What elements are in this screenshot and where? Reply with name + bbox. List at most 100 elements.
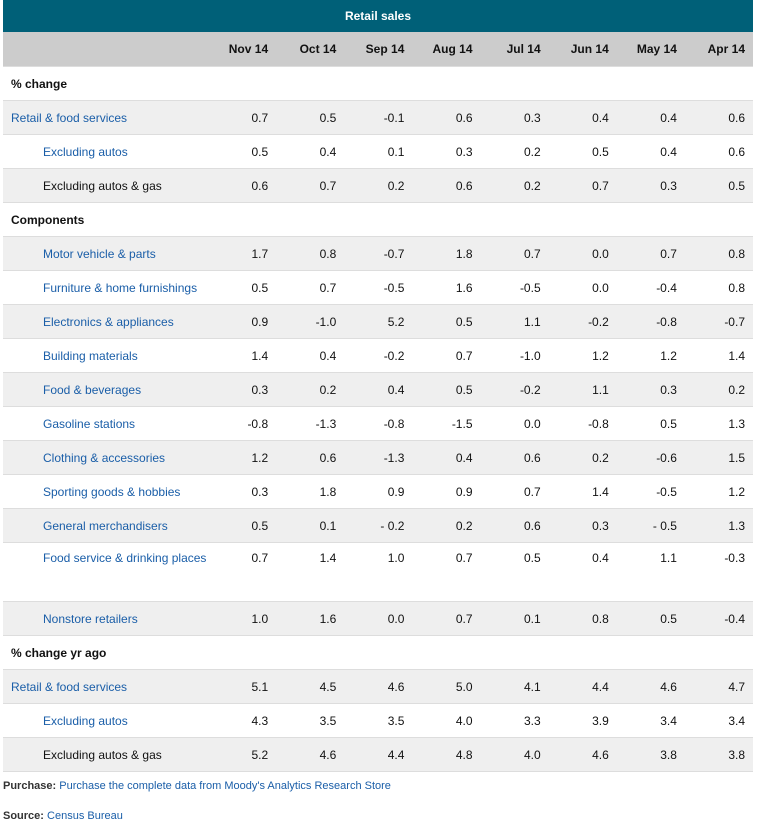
value-cell: 0.8 [684, 270, 753, 305]
row-label-link[interactable]: Food service & drinking places [3, 542, 208, 602]
value-cell: 0.3 [548, 508, 617, 543]
value-cell: 4.6 [616, 669, 685, 704]
value-cell: -0.4 [616, 270, 685, 305]
value-cell: 0.2 [548, 440, 617, 475]
value-cell: 0.7 [208, 100, 277, 135]
source-label: Source: [3, 810, 44, 822]
value-cell: 0.4 [276, 134, 345, 169]
value-cell: 0.5 [208, 270, 277, 305]
row-label-link[interactable]: Furniture & home furnishings [3, 270, 208, 305]
value-cell: -0.2 [548, 304, 617, 339]
column-header: Oct 14 [276, 32, 345, 67]
value-cell: 0.4 [548, 100, 617, 135]
value-cell: 0.7 [480, 474, 549, 509]
value-cell: 0.5 [548, 134, 617, 169]
value-cell: 1.7 [208, 236, 277, 271]
value-cell: 0.2 [684, 372, 753, 407]
row-label-link[interactable]: Motor vehicle & parts [3, 236, 208, 271]
value-cell: 1.2 [684, 474, 753, 509]
value-cell: 3.9 [548, 703, 617, 738]
value-cell: -0.8 [208, 406, 277, 441]
value-cell: 0.6 [684, 100, 753, 135]
section-header-row: % change yr ago [3, 635, 753, 670]
value-cell: 1.1 [616, 542, 685, 602]
table-row: Excluding autos & gas 5.2 4.6 4.4 4.8 4.0 4.6 3… [3, 737, 753, 772]
value-cell: 0.0 [480, 406, 549, 441]
table-row: Excluding autos & gas 0.6 0.7 0.2 0.6 0.2 0.7 0… [3, 168, 753, 203]
column-header: Apr 14 [684, 32, 753, 67]
source-link[interactable]: Census Bureau [47, 810, 123, 822]
value-cell: 4.0 [412, 703, 481, 738]
table-title: Retail sales [3, 0, 753, 32]
value-cell: 0.5 [616, 601, 685, 636]
value-cell: 0.0 [548, 236, 617, 271]
value-cell: 1.6 [412, 270, 481, 305]
row-label-link[interactable]: Building materials [3, 338, 208, 373]
value-cell: 0.6 [208, 168, 277, 203]
value-cell: -0.3 [684, 542, 753, 602]
row-label-link[interactable]: Excluding autos [3, 134, 208, 169]
table-row: Gasoline stations -0.8 -1.3 -0.8 -1.5 0.0 -0.8… [3, 406, 753, 441]
row-label-link[interactable]: Gasoline stations [3, 406, 208, 441]
section-header-row: % change [3, 66, 753, 101]
row-label-link[interactable]: Nonstore retailers [3, 601, 208, 636]
row-label-link[interactable]: Electronics & appliances [3, 304, 208, 339]
table-row: Excluding autos 0.5 0.4 0.1 0.3 0.2 0.5 0.4 0.6 [3, 134, 753, 169]
value-cell: 1.2 [208, 440, 277, 475]
column-header: Jun 14 [548, 32, 617, 67]
value-cell: 0.7 [208, 542, 277, 602]
value-cell: 0.7 [412, 601, 481, 636]
column-header: Aug 14 [412, 32, 481, 67]
value-cell: 0.5 [616, 406, 685, 441]
value-cell: -0.4 [684, 601, 753, 636]
value-cell: 1.3 [684, 508, 753, 543]
column-header: May 14 [616, 32, 685, 67]
value-cell: 4.4 [344, 737, 413, 772]
value-cell: -0.7 [344, 236, 413, 271]
row-label-link[interactable]: Clothing & accessories [3, 440, 208, 475]
value-cell: - 0.2 [344, 508, 413, 543]
value-cell: 0.5 [480, 542, 549, 602]
value-cell: -0.8 [344, 406, 413, 441]
value-cell: 4.0 [480, 737, 549, 772]
table-row: Excluding autos 4.3 3.5 3.5 4.0 3.3 3.9 3.4 3.4 [3, 703, 753, 738]
value-cell: 0.9 [344, 474, 413, 509]
purchase-link[interactable]: Purchase the complete data from Moody's … [59, 780, 391, 792]
value-cell: 0.5 [412, 372, 481, 407]
value-cell: 0.3 [616, 168, 685, 203]
value-cell: 1.8 [412, 236, 481, 271]
source-note: Source: Census Bureau [3, 810, 123, 822]
value-cell: 0.5 [208, 508, 277, 543]
value-cell: 1.1 [548, 372, 617, 407]
row-label-link[interactable]: Retail & food services [3, 669, 208, 704]
retail-sales-widget: Retail sales Nov 14 Oct 14 Sep 14 Aug 14 Jul… [3, 0, 753, 772]
value-cell: 0.2 [276, 372, 345, 407]
row-label-link[interactable]: Sporting goods & hobbies [3, 474, 208, 509]
table-row: General merchandisers 0.5 0.1- 0.2 0.2 0.6 0.… [3, 508, 753, 543]
value-cell: 0.3 [412, 134, 481, 169]
table-row: Building materials 1.4 0.4 -0.2 0.7 -1.0 1.2 1.… [3, 338, 753, 373]
value-cell: 4.6 [344, 669, 413, 704]
value-cell: 0.0 [548, 270, 617, 305]
value-cell: 4.3 [208, 703, 277, 738]
value-cell: 0.6 [684, 134, 753, 169]
value-cell: 4.4 [548, 669, 617, 704]
row-label-link[interactable]: General merchandisers [3, 508, 208, 543]
row-label-link[interactable]: Retail & food services [3, 100, 208, 135]
value-cell: 0.7 [276, 270, 345, 305]
row-label: Excluding autos & gas [3, 737, 208, 772]
value-cell: 3.4 [616, 703, 685, 738]
value-cell: 0.3 [208, 372, 277, 407]
row-label-link[interactable]: Excluding autos [3, 703, 208, 738]
value-cell: -0.5 [480, 270, 549, 305]
value-cell: 0.9 [412, 474, 481, 509]
value-cell: -0.6 [616, 440, 685, 475]
value-cell: -1.0 [480, 338, 549, 373]
value-cell: 0.3 [616, 372, 685, 407]
row-label-link[interactable]: Food & beverages [3, 372, 208, 407]
value-cell: 0.2 [480, 134, 549, 169]
value-cell: 5.1 [208, 669, 277, 704]
table-row: Retail & food services 5.1 4.5 4.6 5.0 4.1 4.4… [3, 669, 753, 704]
value-cell: 4.7 [684, 669, 753, 704]
table-row: Nonstore retailers 1.0 1.6 0.0 0.7 0.1 0.8 0.5-… [3, 601, 753, 636]
